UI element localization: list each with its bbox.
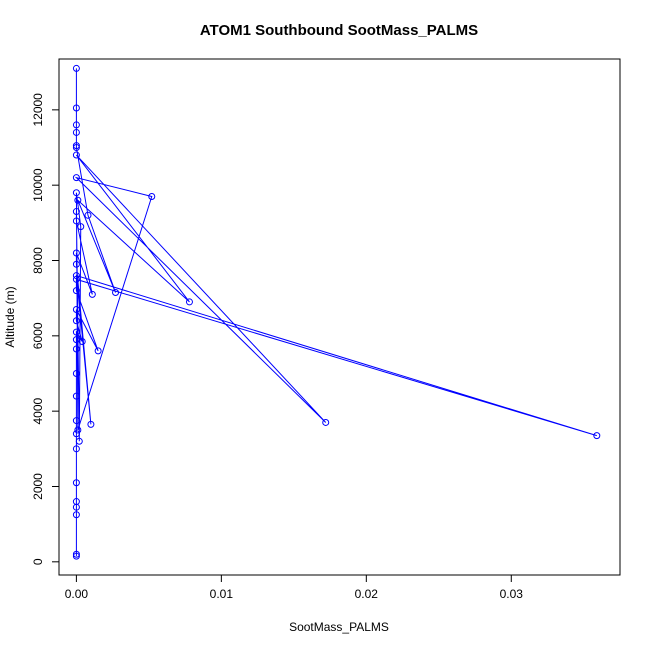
data-point bbox=[88, 290, 96, 298]
y-tick-label: 4000 bbox=[31, 397, 45, 424]
data-point bbox=[72, 217, 80, 225]
data-point bbox=[72, 287, 80, 295]
x-tick-label: 0.02 bbox=[355, 587, 379, 601]
data-point bbox=[148, 192, 156, 200]
data-point bbox=[72, 550, 80, 558]
x-axis-label: SootMass_PALMS bbox=[289, 620, 389, 634]
x-tick-label: 0.01 bbox=[210, 587, 234, 601]
data-point bbox=[72, 305, 80, 313]
data-point bbox=[593, 432, 601, 440]
data-point bbox=[72, 64, 80, 72]
data-point bbox=[72, 369, 80, 377]
data-point bbox=[72, 445, 80, 453]
data-point bbox=[112, 289, 120, 297]
data-point bbox=[72, 336, 80, 344]
data-point bbox=[72, 121, 80, 129]
data-point bbox=[72, 417, 80, 425]
data-point bbox=[72, 430, 80, 438]
data-point bbox=[72, 151, 80, 159]
data-point bbox=[77, 223, 85, 231]
data-point bbox=[185, 298, 193, 306]
data-point bbox=[87, 420, 95, 428]
data-point bbox=[72, 275, 80, 283]
x-axis: 0.00 0.01 0.02 0.03 bbox=[65, 574, 524, 601]
data-point bbox=[72, 511, 80, 519]
data-point bbox=[72, 272, 80, 280]
data-point bbox=[72, 317, 80, 325]
data-point bbox=[72, 503, 80, 511]
data-point bbox=[72, 345, 80, 353]
y-tick-label: 8000 bbox=[31, 247, 45, 274]
data-point bbox=[322, 418, 330, 426]
data-point bbox=[72, 142, 80, 150]
data-point bbox=[72, 392, 80, 400]
y-axis-label: Altitude (m) bbox=[3, 286, 17, 347]
y-tick-label: 0 bbox=[31, 558, 45, 565]
y-tick-label: 6000 bbox=[31, 322, 45, 349]
y-tick-label: 10000 bbox=[31, 168, 45, 202]
x-tick-label: 0.03 bbox=[500, 587, 524, 601]
series-line bbox=[74, 68, 597, 557]
data-point bbox=[72, 144, 80, 152]
series-layer bbox=[72, 64, 601, 560]
data-point bbox=[72, 208, 80, 216]
x-tick-label: 0.00 bbox=[65, 587, 89, 601]
y-tick-label: 12000 bbox=[31, 93, 45, 127]
data-point bbox=[72, 552, 80, 560]
data-point bbox=[74, 426, 82, 434]
data-point bbox=[72, 479, 80, 487]
data-point bbox=[75, 437, 83, 445]
data-point bbox=[84, 211, 92, 219]
data-point bbox=[72, 174, 80, 182]
data-point bbox=[72, 189, 80, 197]
data-point bbox=[72, 104, 80, 112]
data-point bbox=[72, 328, 80, 336]
y-axis: 0 2000 4000 6000 8000 10000 12000 bbox=[31, 93, 59, 565]
data-point bbox=[72, 249, 80, 257]
data-point bbox=[72, 128, 80, 136]
data-point bbox=[74, 196, 82, 204]
data-point bbox=[72, 260, 80, 268]
data-point bbox=[94, 347, 102, 355]
chart-title: ATOM1 Southbound SootMass_PALMS bbox=[200, 22, 478, 39]
y-tick-label: 2000 bbox=[31, 473, 45, 500]
plot-frame bbox=[58, 58, 621, 576]
